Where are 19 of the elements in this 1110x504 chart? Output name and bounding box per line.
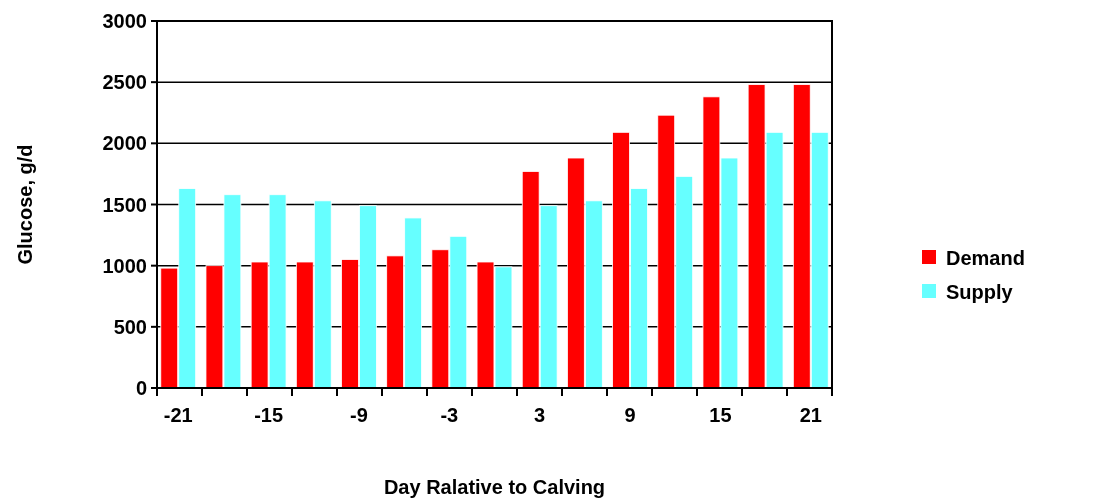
x-tick-label: 15 (709, 404, 732, 426)
x-tick-label: 21 (799, 404, 822, 426)
y-tick-label: 1500 (102, 193, 147, 216)
x-tick-label: -3 (440, 404, 459, 426)
y-tick-label: 3000 (102, 10, 147, 32)
x-tick-label: 9 (624, 404, 636, 426)
x-axis-title: Day Ralative to Calving (383, 476, 606, 498)
x-tick-label: -9 (350, 404, 368, 426)
y-tick-label: 2000 (102, 132, 147, 155)
legend-label: Demand (946, 247, 1025, 269)
x-tick-label: -21 (163, 404, 193, 426)
y-tick-label: 1000 (102, 254, 147, 277)
y-tick-label: 500 (113, 315, 147, 338)
y-tick-label: 2500 (102, 71, 147, 94)
legend-label: Supply (946, 281, 1014, 303)
x-tick-label: -15 (254, 404, 284, 426)
y-tick-label: 0 (135, 377, 147, 399)
y-axis-title: Glucose, g/d (14, 144, 36, 265)
x-tick-label: 3 (534, 404, 546, 426)
